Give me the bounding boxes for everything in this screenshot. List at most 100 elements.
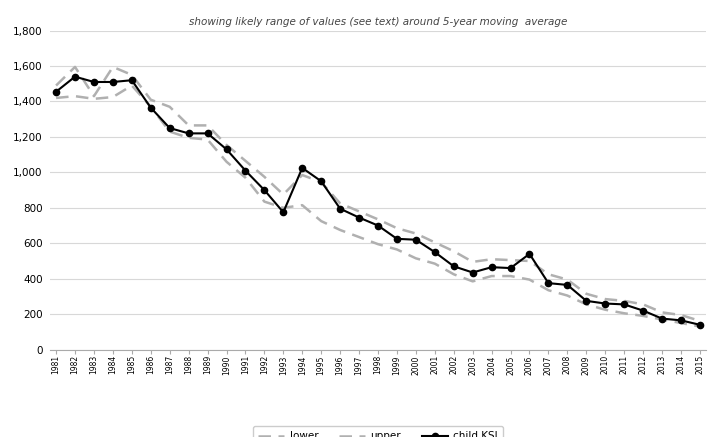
lower [71, 94, 79, 99]
child KSI [658, 316, 667, 321]
upper [487, 257, 496, 262]
child KSI [601, 301, 610, 306]
child KSI [127, 78, 136, 83]
lower [431, 261, 439, 266]
child KSI [620, 302, 629, 307]
child KSI [317, 179, 325, 184]
lower [639, 313, 647, 319]
lower [392, 247, 401, 252]
upper [279, 192, 287, 197]
child KSI [696, 322, 704, 327]
upper [620, 298, 629, 303]
lower [449, 272, 458, 277]
child KSI [487, 264, 496, 270]
child KSI [52, 89, 60, 94]
child KSI [298, 165, 307, 170]
lower [563, 293, 572, 298]
upper [563, 277, 572, 282]
lower [696, 324, 704, 329]
lower [317, 218, 325, 224]
lower [298, 202, 307, 208]
child KSI [544, 281, 553, 286]
lower [601, 307, 610, 312]
upper [431, 240, 439, 245]
upper [260, 174, 269, 180]
upper [639, 302, 647, 307]
Line: child KSI: child KSI [53, 73, 703, 328]
lower [241, 175, 250, 180]
lower [620, 311, 629, 316]
upper [127, 72, 136, 77]
upper [298, 173, 307, 178]
lower [166, 129, 174, 134]
lower [677, 320, 685, 326]
lower [109, 94, 117, 100]
lower [374, 242, 382, 247]
upper [109, 64, 117, 69]
child KSI [449, 264, 458, 269]
upper [525, 258, 534, 264]
child KSI [563, 282, 572, 288]
upper [449, 249, 458, 254]
upper [582, 291, 590, 296]
lower [525, 277, 534, 282]
child KSI [525, 251, 534, 257]
upper [52, 83, 60, 88]
child KSI [222, 147, 231, 152]
lower [279, 205, 287, 211]
child KSI [506, 265, 515, 271]
upper [696, 318, 704, 323]
child KSI [677, 318, 685, 323]
upper [392, 225, 401, 231]
upper [658, 310, 667, 315]
lower [52, 95, 60, 101]
child KSI [71, 74, 79, 79]
lower [658, 317, 667, 322]
Title: showing likely range of values (see text) around 5-year moving  average: showing likely range of values (see text… [189, 17, 567, 27]
lower [146, 104, 155, 109]
Legend: lower, upper, child KSI: lower, upper, child KSI [253, 426, 503, 437]
Line: upper: upper [56, 67, 700, 321]
upper [506, 257, 515, 263]
upper [184, 123, 193, 128]
lower [127, 83, 136, 88]
child KSI [582, 298, 590, 303]
lower [203, 137, 212, 142]
child KSI [166, 125, 174, 131]
child KSI [469, 270, 477, 275]
upper [601, 296, 610, 302]
upper [146, 97, 155, 102]
lower [222, 159, 231, 164]
child KSI [355, 215, 364, 220]
lower [506, 274, 515, 279]
lower [487, 274, 496, 279]
upper [336, 201, 344, 206]
child KSI [336, 206, 344, 212]
child KSI [146, 105, 155, 110]
child KSI [412, 237, 420, 243]
child KSI [279, 210, 287, 215]
upper [355, 209, 364, 214]
child KSI [260, 187, 269, 193]
upper [677, 312, 685, 318]
lower [184, 135, 193, 140]
lower [336, 227, 344, 232]
upper [374, 217, 382, 222]
lower [469, 279, 477, 284]
child KSI [241, 168, 250, 173]
upper [71, 64, 79, 69]
child KSI [203, 131, 212, 136]
child KSI [392, 236, 401, 242]
upper [469, 259, 477, 264]
child KSI [109, 80, 117, 85]
Line: lower: lower [56, 86, 700, 326]
upper [203, 123, 212, 128]
child KSI [89, 80, 98, 85]
upper [544, 272, 553, 277]
child KSI [184, 131, 193, 136]
upper [317, 180, 325, 185]
lower [355, 234, 364, 239]
lower [544, 288, 553, 293]
upper [241, 158, 250, 163]
lower [582, 302, 590, 307]
